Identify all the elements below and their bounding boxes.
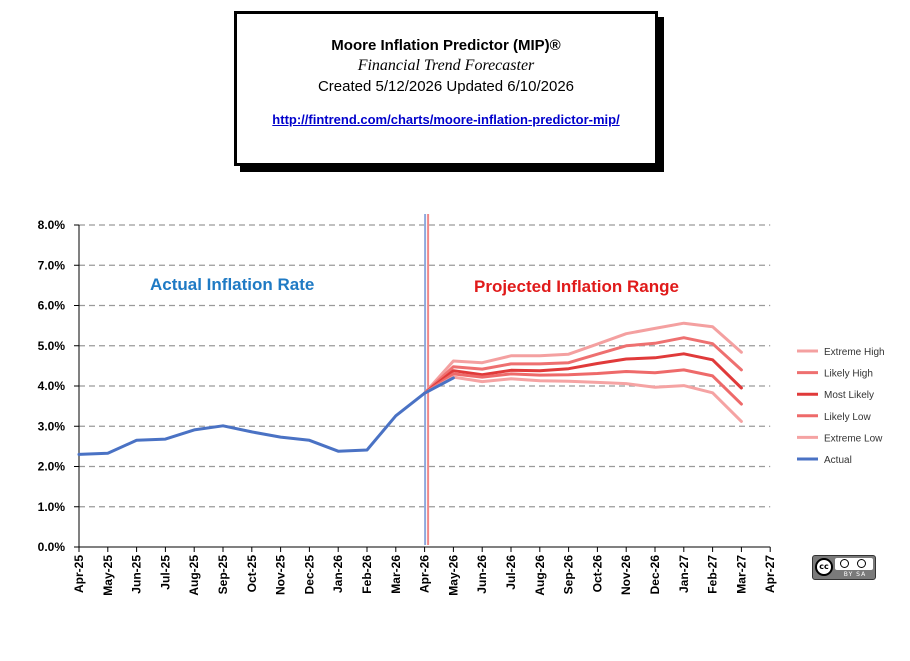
title-box: Moore Inflation Predictor (MIP)® Financi… (234, 11, 658, 166)
series-lines (77, 321, 743, 456)
x-tick-label: Oct-25 (245, 555, 259, 593)
y-tick-label: 5.0% (38, 339, 66, 353)
y-tick-label: 2.0% (38, 460, 66, 474)
x-tick-label: Dec-25 (302, 555, 316, 595)
x-tick-label: Feb-27 (706, 555, 720, 594)
source-link[interactable]: http://fintrend.com/charts/moore-inflati… (272, 112, 620, 127)
y-tick-label: 0.0% (38, 540, 66, 554)
x-tick-label: Aug-26 (533, 555, 547, 596)
x-tick-label: Mar-27 (734, 555, 748, 594)
y-tick-label: 3.0% (38, 419, 66, 433)
y-tick-label: 1.0% (38, 500, 66, 514)
share-alike-icon (857, 559, 866, 568)
actual-annotation: Actual Inflation Rate (150, 275, 314, 294)
x-tick-label: Jan-27 (677, 555, 691, 593)
chart-subtitle: Financial Trend Forecaster (357, 57, 535, 74)
legend: Extreme High Likely High Most Likely Likely… (797, 347, 885, 466)
attribution-icon (840, 559, 849, 568)
projected-annotation: Projected Inflation Range (474, 277, 679, 296)
legend-label: Extreme Low (824, 433, 883, 444)
x-tick-label: Jul-26 (504, 555, 518, 590)
y-tick-labels: 0.0% 1.0% 2.0% 3.0% 4.0% 5.0% 6.0% 7.0% 8.0% (38, 218, 79, 554)
chart-dates: Created 5/12/2026 Updated 6/10/2026 (317, 78, 575, 95)
x-tick-label: Oct-26 (590, 555, 604, 593)
x-tick-label: Jun-25 (130, 555, 144, 594)
y-tick-label: 7.0% (38, 258, 66, 272)
series-line (423, 368, 743, 406)
y-tick-label: 8.0% (38, 218, 66, 232)
x-tick-label: Nov-25 (274, 555, 288, 595)
legend-label: Likely High (824, 369, 873, 380)
series-line (423, 352, 743, 395)
x-tick-label: Mar-26 (389, 555, 403, 594)
legend-label: Most Likely (824, 390, 874, 401)
license-text: BY SA (843, 571, 867, 578)
legend-label: Actual (824, 455, 852, 466)
y-tick-label: 6.0% (38, 299, 66, 313)
x-tick-label: Jul-25 (158, 555, 172, 590)
series-line (423, 336, 743, 395)
x-tick-label: Sep-25 (216, 555, 230, 595)
x-tick-label: Jun-26 (475, 555, 489, 594)
legend-label: Likely Low (824, 412, 871, 423)
cc-icon: cc (815, 558, 833, 576)
x-tick-labels: Apr-25 May-25 Jun-25 Jul-25 Aug-25 Sep-25 Oct-… (72, 547, 777, 596)
x-tick-label: May-25 (101, 555, 115, 596)
x-tick-label: Apr-27 (763, 555, 777, 593)
chart-title: Moore Inflation Predictor (MIP)® (331, 37, 561, 54)
series-line (423, 321, 743, 395)
x-tick-label: Sep-26 (562, 555, 576, 595)
x-tick-label: May-26 (446, 555, 460, 596)
x-tick-label: Dec-26 (648, 555, 662, 595)
x-tick-label: Apr-26 (418, 555, 432, 593)
series-line (77, 376, 455, 456)
x-tick-label: Aug-25 (187, 555, 201, 596)
x-tick-label: Apr-25 (72, 555, 86, 593)
creative-commons-badge[interactable]: cc BY SA (812, 555, 876, 580)
forecast-divider (424, 214, 430, 545)
y-tick-label: 4.0% (38, 379, 66, 393)
series-line (423, 375, 743, 423)
x-tick-label: Feb-26 (360, 555, 374, 594)
x-tick-label: Nov-26 (619, 555, 633, 595)
legend-label: Extreme High (824, 347, 885, 358)
x-tick-label: Jan-26 (331, 555, 345, 593)
